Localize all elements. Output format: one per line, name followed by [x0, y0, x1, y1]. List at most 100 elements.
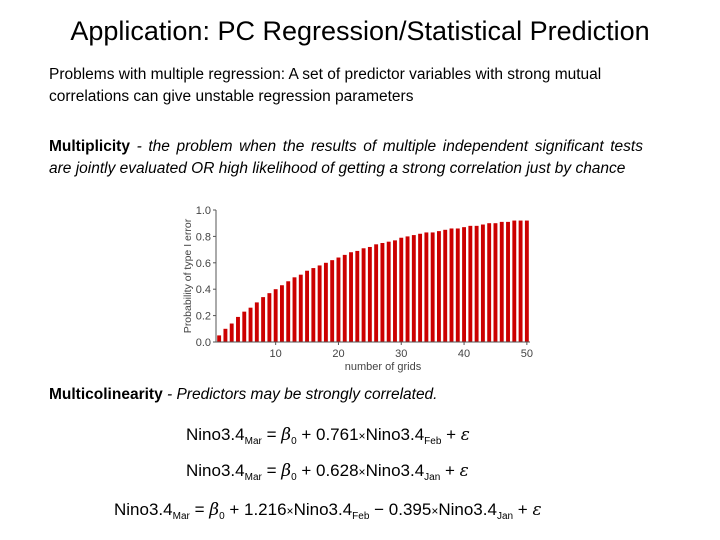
eq2-rhs1-sub: Jan	[424, 472, 441, 483]
multiplicity-paragraph: Multiplicity - the problem when the resu…	[49, 136, 643, 179]
x-ticks: 10 20 30 40 50	[270, 342, 533, 360]
eq2-beta: β	[281, 461, 292, 481]
bar-28	[386, 241, 391, 342]
bar-22	[349, 252, 353, 342]
x-tick-label: 20	[332, 348, 344, 360]
bar-7	[254, 302, 259, 342]
bar-23	[355, 250, 360, 342]
eq1-beta: β	[281, 425, 292, 445]
bar-4	[236, 316, 240, 342]
bar-13	[292, 277, 297, 342]
eq2-beta-sub: 0	[291, 472, 297, 483]
eq3-beta: β	[209, 500, 220, 520]
problems-paragraph: Problems with multiple regression: A set…	[49, 66, 602, 105]
bar-25	[367, 246, 372, 342]
bar-9	[267, 293, 272, 342]
eq3-rhs1: Nino3.4	[293, 500, 353, 519]
y-ticks: 0.0 0.2 0.4 0.6 0.8 1.0	[196, 205, 216, 349]
eq1-beta-sub: 0	[291, 436, 297, 447]
x-tick-label: 10	[270, 348, 282, 360]
y-tick-label: 0.8	[196, 231, 211, 243]
multiplicity-term: Multiplicity	[49, 138, 130, 155]
eq3-rhs1-sub: Feb	[352, 511, 370, 522]
bar-8	[261, 297, 266, 342]
eq2-rhs1: Nino3.4	[365, 461, 425, 480]
eq3-lhs: Nino3.4	[114, 500, 173, 519]
bar-44	[487, 223, 492, 342]
bar-21	[342, 254, 347, 342]
y-tick-label: 0.2	[196, 311, 211, 323]
eq1-coef: + 0.761	[296, 425, 359, 444]
eq2-lhs: Nino3.4	[186, 461, 245, 480]
bar-5	[242, 311, 247, 342]
eq3-rhs2: Nino3.4	[438, 500, 497, 519]
bar-2	[223, 328, 228, 342]
eq1-times: ×	[358, 429, 366, 443]
bar-16	[311, 268, 316, 342]
bar-15	[305, 270, 310, 342]
multicolinearity-paragraph: Multicolinearity - Predictors may be str…	[49, 384, 643, 406]
multiplicity-definition: - the problem when the results of multip…	[49, 138, 643, 177]
x-tick-label: 30	[395, 348, 407, 360]
bar-49	[518, 220, 523, 342]
eq1-lhs: Nino3.4	[186, 425, 245, 444]
eq1-plus-eps: +	[441, 425, 461, 444]
bar-43	[480, 224, 485, 342]
bar-45	[493, 223, 498, 342]
eq2-coef: + 0.628	[296, 461, 359, 480]
eq1-lhs-sub: Mar	[244, 436, 262, 447]
x-axis-label: number of grids	[345, 361, 422, 373]
y-axis-label: Probability of type I error	[182, 218, 194, 333]
bar-32	[411, 235, 416, 342]
y-tick-label: 1.0	[196, 205, 211, 217]
bar-14	[298, 274, 303, 342]
bar-30	[399, 237, 404, 342]
equation-2: Nino3.4Mar = β0 + 0.628×Nino3.4Jan + ε	[186, 461, 469, 483]
bar-18	[323, 262, 328, 342]
eq2-lhs-sub: Mar	[244, 472, 262, 483]
eq3-rhs2-sub: Jan	[496, 511, 514, 522]
y-tick-label: 0.0	[196, 337, 211, 349]
eq3-times1: ×	[286, 504, 294, 518]
eq3-epsilon: ε	[532, 500, 542, 520]
multicolinearity-definition: - Predictors may be strongly correlated.	[162, 386, 438, 403]
bar-3	[229, 323, 234, 342]
eq2-plus-eps: +	[440, 461, 460, 480]
bar-1	[217, 335, 222, 342]
bars-group	[217, 220, 529, 342]
bar-41	[468, 225, 473, 342]
multicolinearity-term: Multicolinearity	[49, 386, 163, 403]
bar-20	[336, 257, 341, 342]
bar-47	[506, 221, 510, 342]
bar-36	[436, 231, 441, 342]
bar-35	[430, 232, 435, 342]
eq3-times2: ×	[431, 504, 439, 518]
bar-26	[374, 244, 379, 342]
bar-46	[499, 221, 504, 342]
bar-34	[424, 232, 429, 342]
equation-1: Nino3.4Mar = β0 + 0.761×Nino3.4Feb + ε	[186, 425, 470, 447]
bar-24	[361, 248, 366, 342]
eq2-epsilon: ε	[459, 461, 469, 481]
bar-12	[286, 281, 291, 342]
slide-title: Application: PC Regression/Statistical P…	[70, 16, 650, 46]
bar-29	[393, 240, 397, 342]
type-one-error-chart: 0.0 0.2 0.4 0.6 0.8 1.0 10 20 30 40 50 Probabilit…	[182, 205, 533, 373]
bar-11	[279, 285, 284, 342]
bar-6	[248, 307, 253, 342]
bar-10	[273, 289, 278, 342]
bar-42	[474, 225, 479, 342]
bar-27	[380, 243, 385, 342]
bar-31	[405, 236, 410, 342]
y-tick-label: 0.6	[196, 258, 211, 270]
eq1-rhs1: Nino3.4	[365, 425, 425, 444]
eq3-beta-sub: 0	[219, 511, 225, 522]
eq1-rhs1-sub: Feb	[424, 436, 442, 447]
eq3-coef2: − 0.395	[369, 500, 432, 519]
bar-33	[418, 233, 423, 342]
bar-17	[317, 265, 322, 342]
eq3-lhs-sub: Mar	[172, 511, 190, 522]
bar-48	[512, 220, 517, 342]
bar-38	[449, 228, 454, 342]
bar-40	[462, 227, 467, 342]
